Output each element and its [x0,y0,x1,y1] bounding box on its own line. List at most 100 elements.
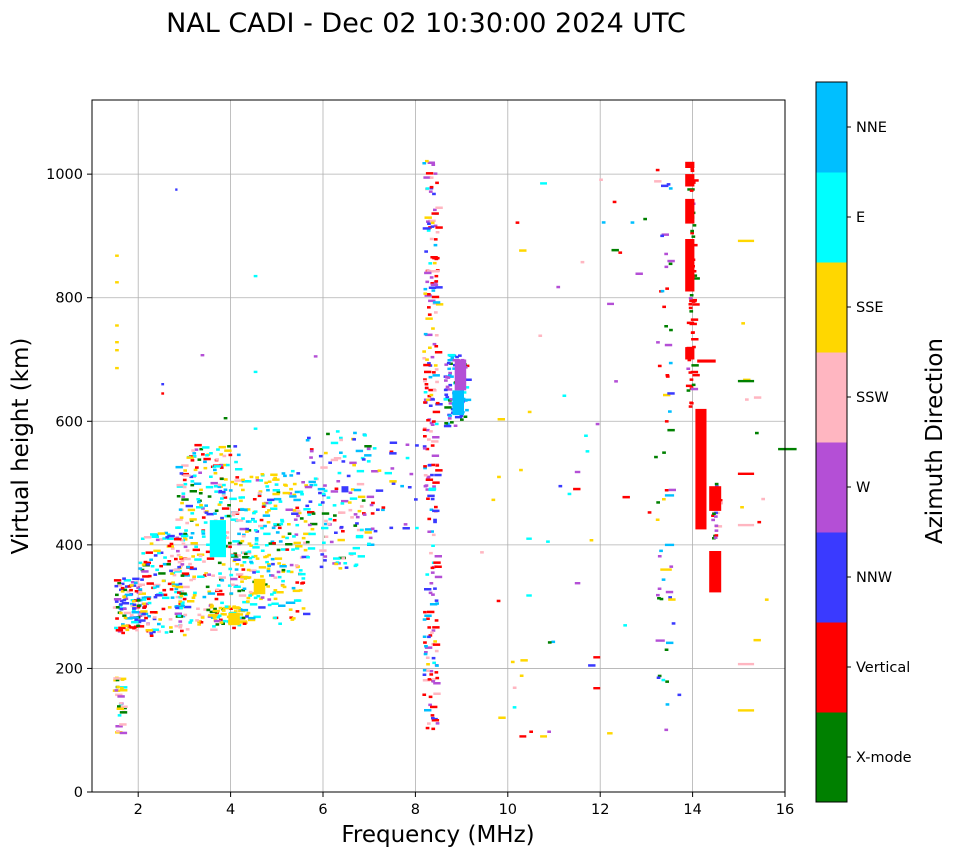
echo-cell [214,597,219,601]
colorbar-frame [815,81,848,803]
echo-cell [425,573,430,576]
echo-cell [431,440,439,443]
echo-cell [422,445,427,448]
echo-cell [665,590,674,594]
echo-cell [191,596,196,599]
echo-cell [497,475,501,479]
echo-cell [227,504,231,507]
echo-cell [138,591,143,594]
echo-cell [157,622,161,626]
echo-cell [389,452,397,455]
echo-cell [183,474,191,477]
echo-cell [238,616,242,619]
echo-cell [712,512,716,515]
echo-cell [162,562,167,566]
echo-cell [274,483,279,486]
echo-cell [174,605,182,608]
echo-cell [425,172,434,175]
echo-cell [423,176,431,179]
x-tick-label: 16 [776,802,794,818]
echo-cell [245,615,249,618]
echo-cell [369,503,374,507]
echo-cell [329,540,334,544]
echo-cell [692,277,700,280]
echo-cell [692,224,697,227]
echo-cell [445,385,450,389]
echo-cell [252,511,256,515]
echo-cell [176,549,180,553]
echo-cell [430,705,438,709]
echo-cell [335,430,340,433]
echo-cell [181,472,189,476]
echo-cell [434,505,438,509]
echo-cell [190,512,195,515]
echo-cell [428,262,433,265]
echo-cell [755,431,759,435]
echo-cell [140,537,145,540]
echo-cell [275,531,280,534]
echo-cell [407,486,412,489]
echo-cell [234,568,239,571]
echo-point [737,472,755,475]
echo-cell [668,262,673,266]
echo-cell [246,596,251,600]
echo-cell [293,599,302,602]
echo-cell [428,634,433,637]
echo-cell [352,463,356,467]
echo-cell [142,612,146,616]
echo-cell [322,541,326,544]
echo-cell [664,343,673,347]
echo-cell [140,610,148,613]
echo-cell [333,557,341,560]
echo-cell [142,606,147,609]
echo-cell [241,616,246,620]
echo-cell [270,540,275,543]
echo-cell [255,476,259,479]
echo-cell [455,355,459,359]
echo-cell [127,624,131,628]
echo-cell [423,287,428,291]
echo-cell [281,579,285,583]
echo-cell [132,607,136,610]
echo-cell [213,619,222,623]
echo-cell [114,689,119,692]
echo-cell [668,410,672,413]
y-axis: 0 200 400 600 800 1000 [46,167,92,801]
echo-cell [280,584,285,587]
echo-point [607,732,613,735]
echo-cell [276,591,284,594]
echo-cell [303,508,311,511]
echo-cell [169,630,174,633]
echo-cell [239,527,247,531]
echo-cell [180,590,185,593]
echo-cell [330,441,339,445]
echo-cell [273,597,278,601]
echo-cell [664,728,669,732]
echo-cell [355,449,364,453]
echo-bar [209,520,226,558]
echo-cell [248,520,252,523]
echo-cell [664,489,669,492]
echo-cell [690,331,695,334]
echo-cell [353,524,358,527]
echo-cell [172,573,177,577]
echo-cell [208,614,212,617]
echo-cell [273,616,277,620]
echo-cell [188,621,193,624]
echo-cell [132,600,136,603]
x-tick-label: 2 [134,802,143,818]
echo-cell [261,502,266,505]
echo-cell [185,549,190,552]
echo-cell [428,190,433,193]
echo-cell [170,572,174,575]
echo-cell [273,523,277,526]
echo-cell [121,623,125,626]
echo-cell [184,529,188,532]
echo-cell [191,555,195,558]
echo-cell [152,616,157,619]
echo-cell [267,553,271,557]
echo-cell [131,616,139,619]
colorbar-tick-label: SSE [856,300,884,316]
echo-cell [580,260,585,264]
echo-cell [231,555,239,558]
